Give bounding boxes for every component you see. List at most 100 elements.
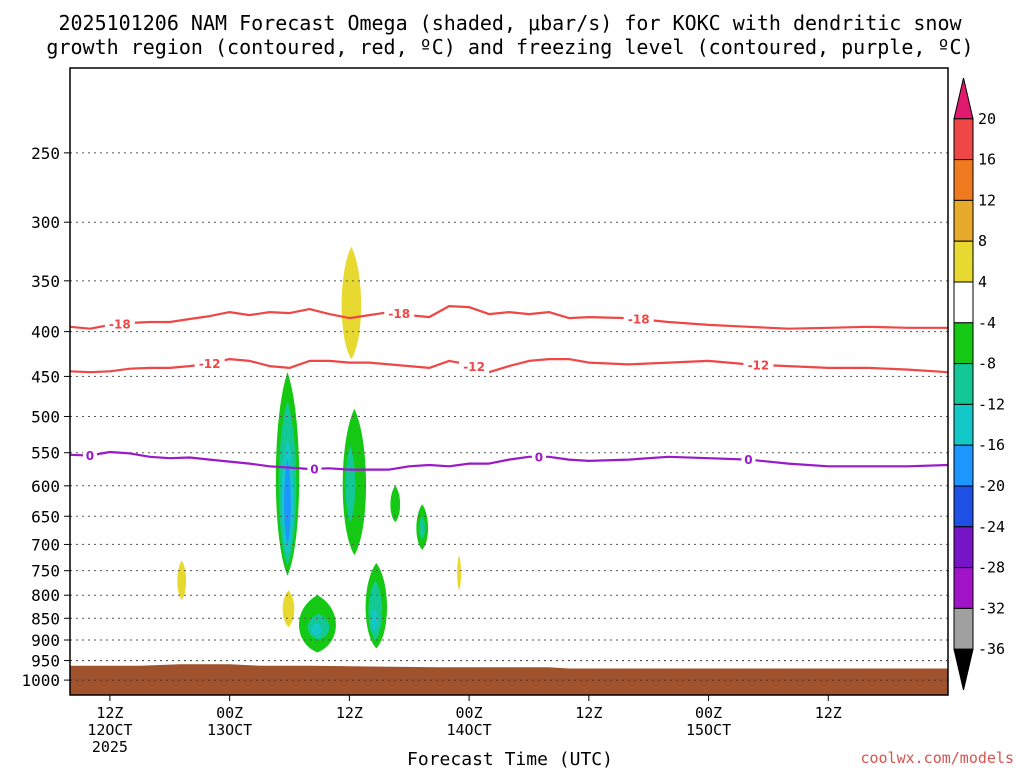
colorbar-label-9: -20 (978, 477, 1005, 495)
colorbar-arrow-bottom (953, 648, 974, 691)
colorbar-band-8 (953, 403, 974, 446)
credit-link[interactable]: coolwx.com/models (860, 749, 1014, 767)
colorbar-label-11: -28 (978, 559, 1005, 577)
contour-label-2-3: 0 (744, 453, 752, 467)
colorbar-band-2 (953, 159, 974, 201)
xtick-label-0-2: 2025 (92, 738, 128, 756)
colorbar-band-3 (953, 199, 974, 242)
contour-label-1-0: -12 (199, 357, 221, 371)
contour-line-0 (70, 305, 948, 330)
xtick-label-2-0: 12Z (336, 704, 363, 722)
colorbar-label-3: 8 (978, 232, 987, 250)
colorbar-label-5: -4 (978, 314, 996, 332)
contour-line-1 (70, 358, 948, 374)
omega-area-2 (457, 555, 462, 591)
xtick-label-0-0: 12Z (96, 704, 123, 722)
colorbar-label-1: 16 (978, 151, 996, 169)
contour-line-2 (70, 450, 948, 471)
omega-shading-layer (177, 246, 462, 653)
contour-label-0-2: -18 (628, 313, 650, 327)
ytick-label-350: 350 (31, 272, 60, 291)
contour-label-bg-1-0 (194, 356, 225, 371)
ytick-label-450: 450 (31, 367, 60, 386)
colorbar-label-8: -16 (978, 436, 1005, 454)
xtick-label-5-1: 15OCT (686, 721, 731, 739)
omega-area-3 (282, 590, 295, 628)
colorbar-label-6: -8 (978, 355, 996, 373)
xtick-label-5-0: 00Z (695, 704, 722, 722)
ground-grid-layer (70, 660, 948, 681)
xtick-label-3-1: 14OCT (447, 721, 492, 739)
colorbar-band-13 (953, 607, 974, 650)
colorbar-label-0: 20 (978, 110, 996, 128)
contour-label-bg-0-0 (104, 316, 135, 331)
contour-label-0-1: -18 (388, 307, 410, 321)
xtick-label-4-0: 12Z (575, 704, 602, 722)
colorbar-band-10 (953, 485, 974, 528)
contour-layer: -18 -18 -18 -12 -12 -12 0 0 0 0 (70, 305, 948, 476)
contour-label-bg-0-1 (384, 306, 415, 321)
colorbar-band-11 (953, 526, 974, 569)
colorbar-label-10: -24 (978, 518, 1005, 536)
ytick-label-750: 750 (31, 562, 60, 581)
xtick-label-0-1: 12OCT (87, 721, 132, 739)
ytick-label-400: 400 (31, 323, 60, 342)
ytick-label-800: 800 (31, 586, 60, 605)
colorbar-band-6 (953, 322, 974, 365)
contour-label-bg-0-2 (623, 312, 654, 327)
contour-label-2-1: 0 (310, 462, 318, 476)
xtick-label-1-0: 00Z (216, 704, 243, 722)
colorbar-label-4: 4 (978, 273, 987, 291)
xtick-label-6-0: 12Z (815, 704, 842, 722)
colorbar-band-4 (953, 240, 974, 283)
contour-label-0-0: -18 (109, 317, 131, 331)
ytick-label-650: 650 (31, 507, 60, 526)
ytick-label-300: 300 (31, 213, 60, 232)
ytick-label-600: 600 (31, 477, 60, 496)
contour-label-1-1: -12 (463, 360, 485, 374)
omega-area-0 (341, 246, 362, 360)
colorbar-band-7 (953, 363, 974, 405)
grid-layer (70, 152, 948, 641)
contour-label-bg-1-2 (743, 357, 774, 372)
ytick-label-550: 550 (31, 444, 60, 463)
colorbar-label-2: 12 (978, 191, 996, 209)
colorbar-band-5 (953, 281, 974, 324)
contour-label-bg-2-2 (531, 449, 546, 464)
ytick-label-850: 850 (31, 609, 60, 628)
contour-label-bg-2-0 (82, 448, 97, 463)
plot-frame (69, 67, 949, 696)
colorbar-label-12: -32 (978, 599, 1005, 617)
colorbar-label-13: -36 (978, 640, 1005, 658)
ytick-label-700: 700 (31, 535, 60, 554)
x-axis-label: Forecast Time (UTC) (407, 749, 613, 768)
ytick-label-900: 900 (31, 631, 60, 650)
ytick-label-1000: 1000 (21, 671, 60, 690)
chart-title-line1: 2025101206 NAM Forecast Omega (shaded, μ… (58, 11, 962, 35)
contour-label-bg-2-1 (307, 461, 322, 476)
omega-area-9 (345, 445, 356, 523)
contour-label-1-2: -12 (748, 358, 770, 372)
omega-area-10 (390, 485, 401, 523)
colorbar-band-1 (953, 118, 974, 161)
xtick-label-1-1: 13OCT (207, 721, 252, 739)
chart-title-line2: growth region (contoured, red, ºC) and f… (46, 35, 973, 59)
colorbar: 20 16 12 8 4 -4 -8 -12 -16 -20 -24 -28 -32 -36 (953, 77, 1005, 691)
colorbar-band-12 (953, 567, 974, 609)
colorbar-label-7: -12 (978, 395, 1005, 413)
contour-label-bg-1-1 (459, 359, 490, 374)
contour-label-2-2: 0 (535, 450, 543, 464)
ytick-label-950: 950 (31, 652, 60, 671)
omega-area-18 (311, 622, 322, 636)
ytick-label-500: 500 (31, 407, 60, 426)
omega-area-15 (370, 609, 378, 632)
contour-label-bg-2-3 (741, 452, 756, 467)
plot-background (70, 68, 948, 695)
xtick-label-3-0: 00Z (456, 704, 483, 722)
ytick-label-250: 250 (31, 144, 60, 163)
colorbar-arrow-top (953, 77, 974, 120)
y-axis: 250 300 350 400 450 500 550 600 650 700 750 800 850 9… (21, 144, 70, 690)
omega-area-12 (419, 516, 426, 539)
